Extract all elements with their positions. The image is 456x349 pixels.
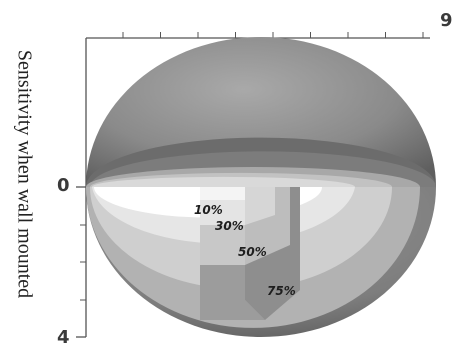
zone-label-50: 50% [238, 245, 267, 259]
zone-label-30: 30% [215, 219, 244, 233]
tick-label-0: 0 [57, 175, 70, 196]
tick-label-9: 9 [440, 10, 453, 31]
zone-label-10: 10% [194, 203, 223, 217]
cutaway-notch [200, 187, 300, 320]
tick-label-4: 4 [57, 327, 70, 348]
zone-label-75: 75% [267, 284, 296, 298]
